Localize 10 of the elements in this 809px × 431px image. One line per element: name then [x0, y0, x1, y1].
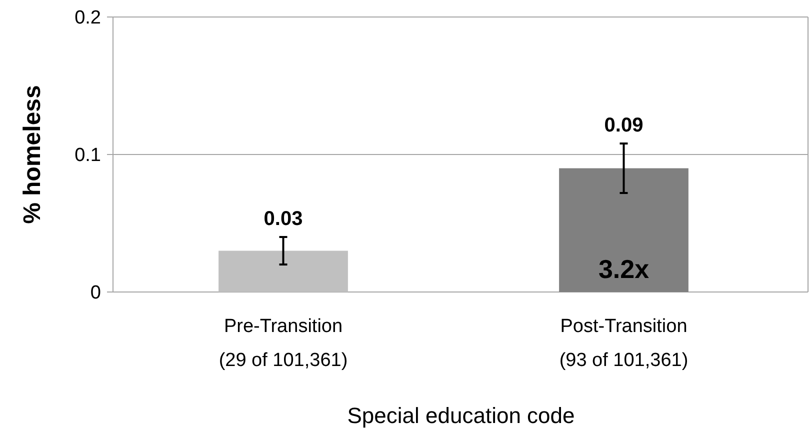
y-tick-label: 0 — [90, 282, 101, 304]
x-axis-title: Special education code — [347, 403, 575, 428]
data-label: 0.03 — [264, 208, 303, 230]
y-tick-label: 0.2 — [74, 8, 101, 29]
x-tick-label: Pre-Transition (29 of 101,361) — [218, 316, 348, 371]
y-tick-label: 0.1 — [74, 145, 101, 166]
annotation: 3.2x — [598, 254, 650, 284]
y-axis-title: % homeless — [19, 85, 46, 224]
x-tick-label: Post-Transition (93 of 101,361) — [559, 316, 688, 371]
data-label: 0.09 — [604, 114, 644, 136]
